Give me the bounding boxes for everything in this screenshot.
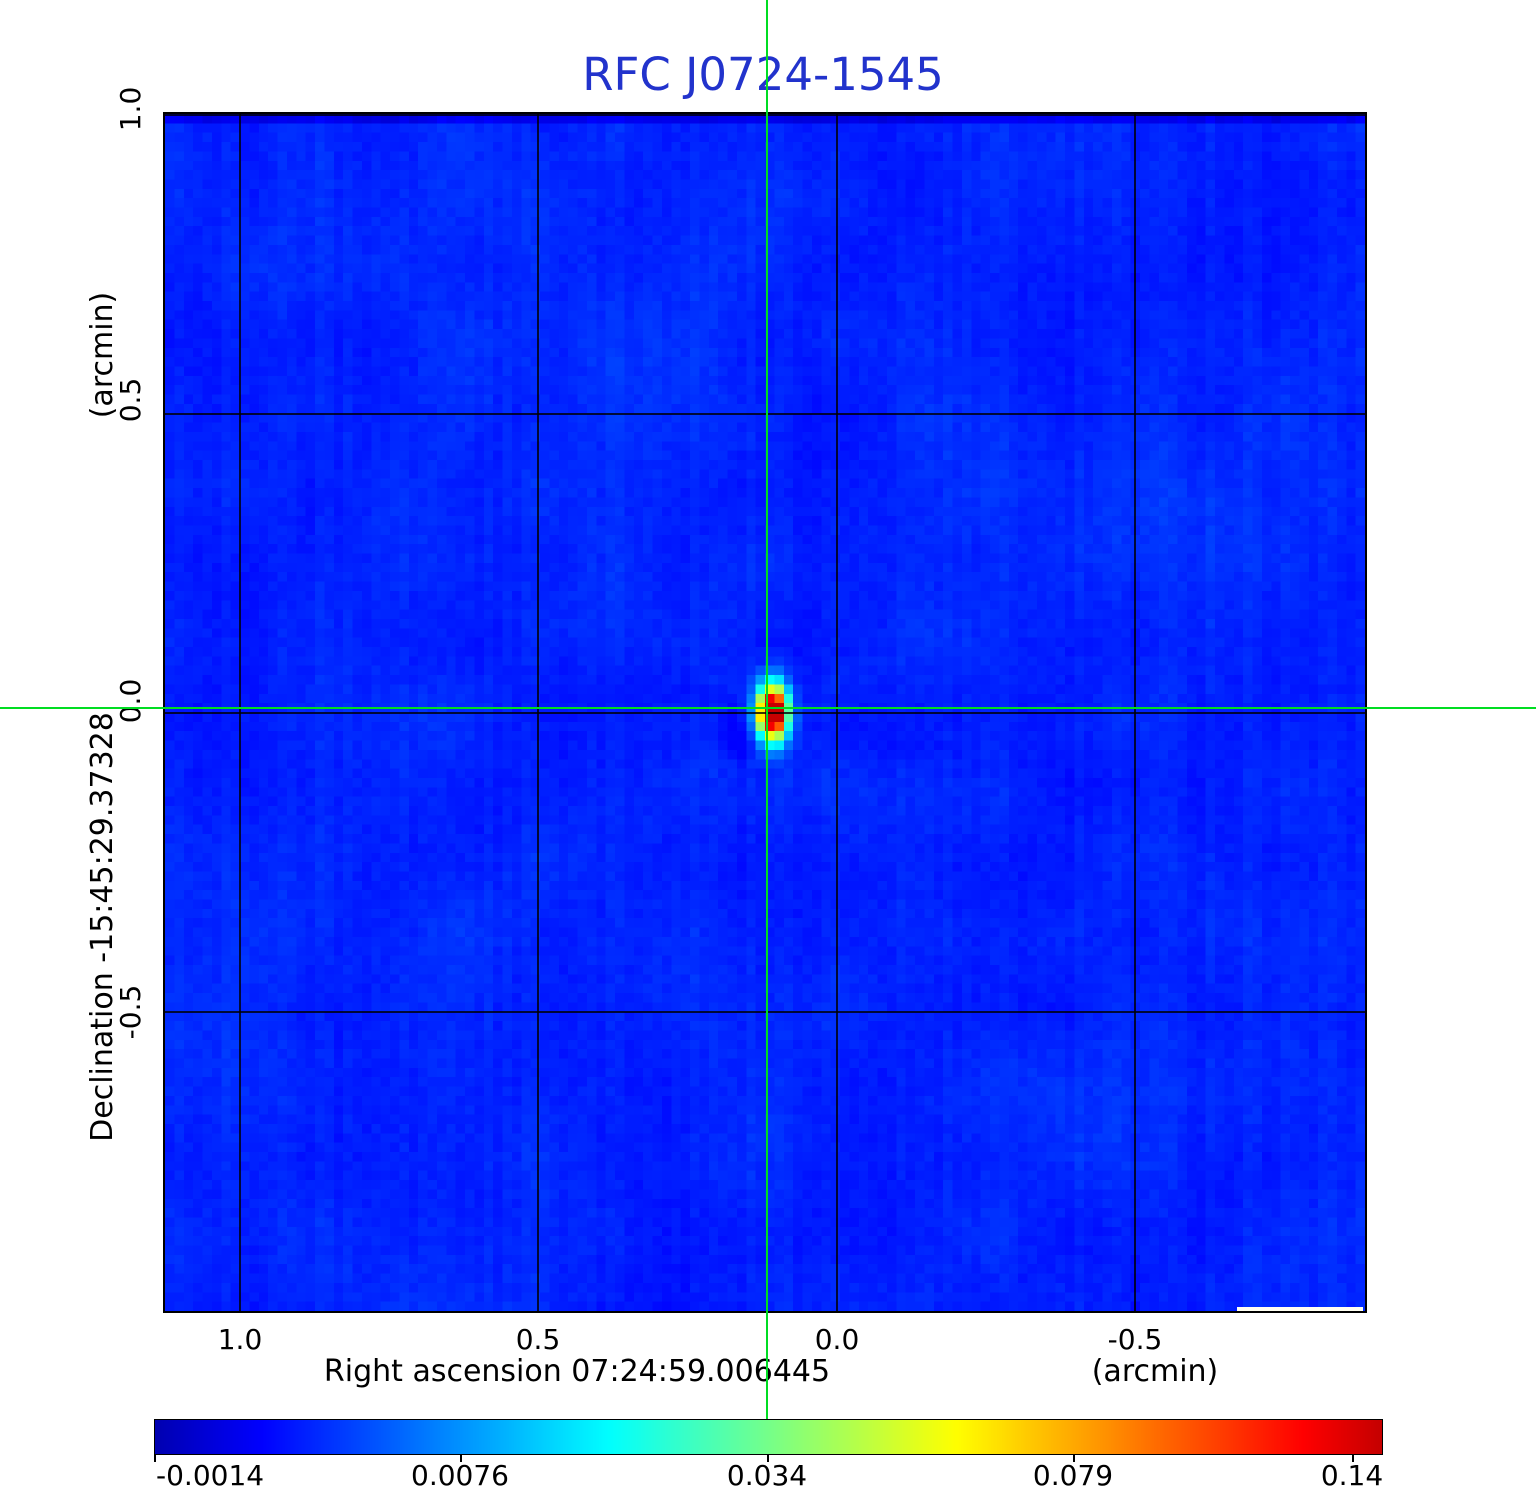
gridline-dec-1.0 [163,114,1367,116]
x-tick--0.5: -0.5 [1107,1323,1163,1356]
gridline-dec--0.5 [163,1011,1367,1013]
x-tick-0.5: 0.5 [515,1323,561,1356]
y-tick-0.5: 0.5 [114,377,147,423]
y-tick-1.0: 1.0 [114,86,147,132]
colorbar-label-1: -0.0014 [156,1459,265,1492]
y-axis-label: Declination -15:45:29.37328 [85,712,120,1142]
y-tick-0.0: 0.0 [114,678,147,724]
x-tick-1.0: 1.0 [217,1323,263,1356]
crosshair-vertical-line [766,0,768,1419]
colorbar-tick-1 [154,1455,156,1462]
colorbar-tick-2 [460,1455,462,1462]
colorbar-label-3: 0.034 [726,1459,808,1492]
colorbar-label-2: 0.0076 [411,1459,509,1492]
y-tick--0.5: -0.5 [114,984,147,1040]
gridline-dec-0.0 [163,712,1367,714]
colorbar-gradient-canvas [155,1420,1382,1454]
colorbar [154,1419,1383,1455]
crosshair-horizontal-line [0,707,1536,709]
colorbar-tick-3 [767,1455,769,1462]
colorbar-tick-5 [1352,1455,1354,1462]
x-axis-unit: (arcmin) [1091,1354,1219,1389]
colorbar-label-4: 0.079 [1032,1459,1114,1492]
x-axis-label: Right ascension 07:24:59.006445 [323,1354,831,1389]
scale-bar [1237,1307,1363,1311]
colorbar-label-5: 0.14 [1320,1459,1384,1492]
colorbar-tick-4 [1073,1455,1075,1462]
gridline-dec-0.5 [163,413,1367,415]
plot-title: RFC J0724-1545 [582,48,944,101]
x-tick-0.0: 0.0 [814,1323,860,1356]
